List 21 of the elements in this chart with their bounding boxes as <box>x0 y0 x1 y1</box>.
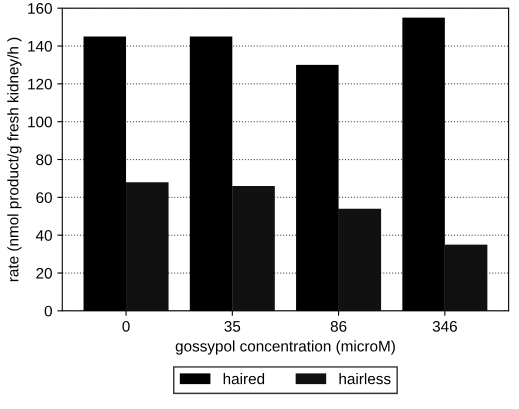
bar <box>232 186 275 311</box>
x-tick-label: 0 <box>122 320 130 332</box>
y-tick-label: 100 <box>28 116 52 128</box>
bar <box>126 182 169 311</box>
y-tick-label: 80 <box>36 154 52 166</box>
x-tick-label: 86 <box>330 320 346 332</box>
bar <box>444 244 488 311</box>
y-tick-label: 20 <box>36 268 52 279</box>
x-axis-title: gossypol concentration (microM) <box>176 340 395 355</box>
y-tick-label: 120 <box>28 78 52 90</box>
legend-label: hairless <box>339 373 391 384</box>
y-tick-label: 0 <box>44 306 52 317</box>
y-tick-label: 40 <box>36 230 52 241</box>
x-tick-label: 35 <box>224 320 240 332</box>
bar <box>338 208 382 311</box>
y-tick-label: 140 <box>28 40 52 52</box>
y-tick-label: 160 <box>28 3 52 14</box>
x-tick-label: 346 <box>432 320 457 332</box>
legend-label: haired <box>224 373 264 384</box>
y-axis-title: rate (nmol product/g fresh kidney/h ) <box>7 38 22 282</box>
y-tick-label: 60 <box>36 192 52 204</box>
